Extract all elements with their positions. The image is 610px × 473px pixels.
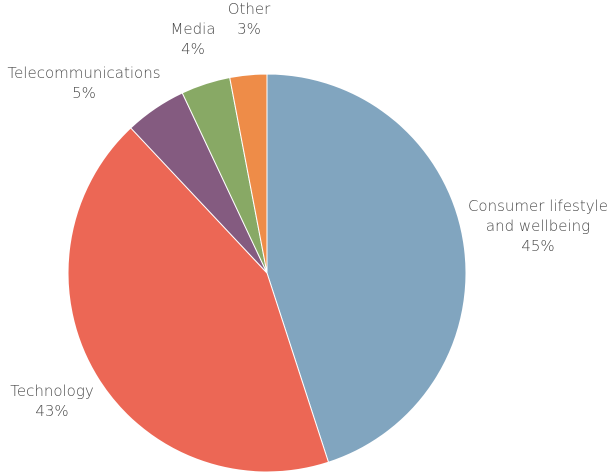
- slice-name-label: Telecommunications: [7, 64, 160, 82]
- slice-label-0: Consumer lifestyle and wellbeing 45%: [468, 197, 608, 255]
- slice-value-label: 3%: [237, 20, 261, 38]
- slice-name-label: Media: [170, 20, 215, 38]
- slice-label-2: Telecommunications 5%: [7, 64, 160, 102]
- slice-value-label: 5%: [72, 84, 96, 102]
- pie-slice-4: [229, 73, 268, 274]
- pie-slice-0: [266, 73, 467, 463]
- slice-value-label: 4%: [181, 40, 205, 58]
- slice-value-label: 45%: [521, 237, 554, 255]
- slice-label-1: Technology 43%: [10, 382, 94, 420]
- slice-value-label: 43%: [35, 402, 68, 420]
- slice-name-label: Consumer lifestyle: [468, 197, 608, 215]
- pie-slices: [67, 73, 467, 473]
- slice-label-4: Other 3%: [228, 0, 271, 38]
- slice-name-label: and wellbeing: [486, 217, 590, 235]
- slice-label-3: Media 4%: [170, 20, 215, 58]
- pie-labels: Consumer lifestyle and wellbeing 45% Techno…: [7, 0, 608, 420]
- slice-name-label: Technology: [10, 382, 94, 400]
- slice-name-label: Other: [228, 0, 271, 18]
- pie-slice-1: [67, 127, 330, 473]
